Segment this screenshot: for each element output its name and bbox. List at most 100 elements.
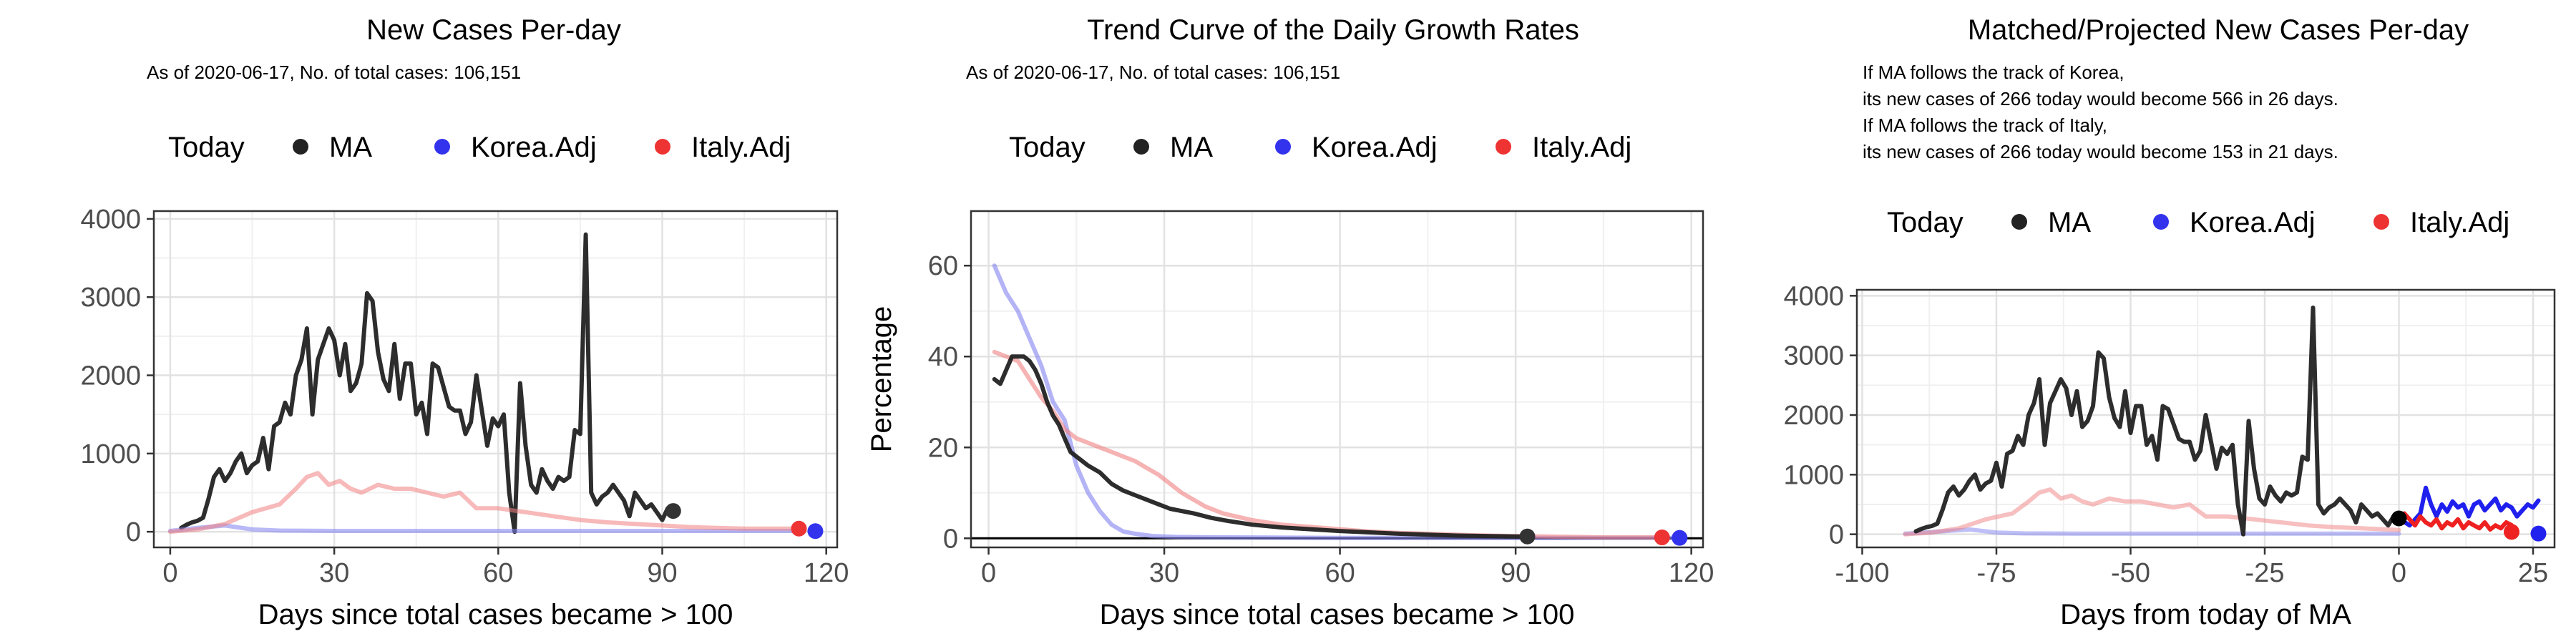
y-tick-label: 0: [126, 517, 141, 547]
series-line-ma: [179, 232, 670, 535]
today-point-italy-adj: [791, 520, 807, 537]
series-line-ma: [1913, 306, 2396, 537]
series-line-korea-adj: [992, 263, 1682, 540]
legend: Today MA Korea.Adj Italy.Adj: [1887, 207, 2509, 238]
legend-key-italy-adj: [655, 139, 670, 155]
x-tick-label: 60: [1324, 558, 1355, 588]
series-line-korea-adj-past-: [1903, 527, 2401, 536]
x-tick-label: 120: [804, 558, 849, 588]
y-tick-label: 40: [928, 342, 958, 372]
series-line-ma: [992, 354, 1530, 539]
chart-title: New Cases Per-day: [366, 14, 621, 46]
subtitle-line-2: its new cases of 266 today would become …: [1863, 88, 2338, 109]
today-point-ma: [1519, 528, 1536, 545]
x-tick-label: 120: [1669, 558, 1714, 588]
y-tick-label: 2000: [1783, 401, 1844, 431]
legend-label: Korea.Adj: [2190, 207, 2316, 238]
chart-title: Matched/Projected New Cases Per-day: [1968, 14, 2469, 46]
today-point-korea-adj: [2530, 525, 2547, 542]
chart-subtitle: As of 2020-06-17, No. of total cases: 10…: [966, 62, 1340, 83]
legend: Today MA Korea.Adj Italy.Adj: [168, 132, 791, 163]
legend-title: Today: [1009, 132, 1085, 163]
legend-label: MA: [329, 132, 372, 163]
chart-title: Trend Curve of the Daily Growth Rates: [1087, 14, 1579, 46]
x-tick-label: -100: [1835, 558, 1889, 588]
legend-label: Korea.Adj: [471, 132, 597, 163]
y-tick-label: 0: [943, 524, 958, 554]
y-tick-label: 0: [1829, 520, 1844, 550]
x-tick-label: -25: [2245, 558, 2285, 588]
plot-area: -100 -75 -50 -25 0 25 0 1000 2000 3000 4000 Days fr…: [1783, 281, 2556, 630]
today-point-ma: [665, 503, 681, 519]
legend-title: Today: [168, 132, 245, 163]
series-line-korea-adj: [167, 523, 807, 533]
legend-key-korea-adj: [434, 139, 450, 155]
legend-title: Today: [1887, 207, 1963, 238]
x-tick-label: 30: [319, 558, 349, 588]
y-tick-label: 20: [928, 433, 958, 463]
series-line-korea-adj-projected-: [2396, 485, 2541, 528]
legend-label: Italy.Adj: [2410, 207, 2509, 238]
legend-label: MA: [2048, 207, 2091, 238]
panel-new-cases: New Cases Per-day As of 2020-06-17, No. …: [80, 14, 849, 630]
chart-subtitle: As of 2020-06-17, No. of total cases: 10…: [147, 62, 521, 83]
y-tick-label: 1000: [80, 439, 141, 469]
plot-area: 0 30 60 90 120 0 20 40 60 Days since total cases …: [866, 210, 1714, 630]
x-axis-label: Days since total cases became > 100: [258, 599, 733, 630]
legend-label: Korea.Adj: [1312, 132, 1438, 163]
plot-border: [1855, 288, 2556, 549]
y-tick-label: 3000: [80, 283, 141, 313]
y-tick-label: 4000: [80, 205, 141, 235]
today-point-korea-adj: [807, 523, 824, 540]
x-tick-label: 25: [2518, 558, 2548, 588]
legend-key-korea-adj: [1275, 139, 1291, 155]
plot-area: 0 30 60 90 120 0 1000 2000 3000 4000 Days since to…: [80, 205, 849, 630]
series-line-italy-adj-past-: [1903, 487, 2401, 537]
today-point-italy-adj: [2504, 524, 2519, 540]
legend-key-ma: [293, 139, 308, 155]
series-line-italy-adj-projected-: [2396, 511, 2514, 532]
panel-projected-cases: Matched/Projected New Cases Per-day If M…: [1783, 14, 2556, 630]
grid: [154, 211, 837, 547]
grid: [971, 211, 1703, 547]
x-tick-label: 60: [483, 558, 513, 588]
y-axis-label: Percentage: [866, 306, 897, 453]
x-tick-label: 90: [1501, 558, 1531, 588]
today-point-korea-adj: [1672, 530, 1688, 546]
subtitle-line-4: its new cases of 266 today would become …: [1863, 141, 2338, 162]
x-tick-label: 0: [981, 558, 996, 588]
x-axis-label: Days since total cases became > 100: [1100, 599, 1575, 630]
legend-key-italy-adj: [2373, 214, 2389, 230]
grid: [1857, 290, 2555, 547]
plot-border: [152, 210, 839, 549]
y-tick-label: 1000: [1783, 460, 1844, 490]
x-tick-label: -50: [2111, 558, 2150, 588]
x-tick-label: 0: [2391, 558, 2406, 588]
x-tick-label: 90: [647, 558, 677, 588]
panel-growth-rates: Trend Curve of the Daily Growth Rates As…: [866, 14, 1714, 630]
legend-key-korea-adj: [2153, 214, 2169, 230]
series-line-italy-adj: [992, 349, 1664, 540]
legend-label: MA: [1170, 132, 1213, 163]
legend-key-ma: [2011, 214, 2027, 230]
x-tick-label: 30: [1149, 558, 1179, 588]
y-tick-label: 3000: [1783, 341, 1844, 371]
today-point-italy-adj: [1654, 530, 1670, 546]
today-point-ma: [2391, 510, 2407, 527]
series-line-italy-adj: [167, 471, 796, 535]
legend-key-italy-adj: [1496, 139, 1511, 155]
legend-label: Italy.Adj: [1532, 132, 1631, 163]
x-axis-label: Days from today of MA: [2060, 599, 2351, 630]
legend: Today MA Korea.Adj Italy.Adj: [1009, 132, 1631, 163]
y-tick-label: 60: [928, 251, 958, 281]
x-tick-label: 0: [162, 558, 177, 588]
subtitle-line-1: If MA follows the track of Korea,: [1863, 62, 2124, 83]
x-tick-label: -75: [1977, 558, 2016, 588]
subtitle-line-3: If MA follows the track of Italy,: [1863, 114, 2107, 136]
plot-border: [970, 210, 1704, 549]
y-tick-label: 4000: [1783, 281, 1844, 311]
legend-label: Italy.Adj: [691, 132, 791, 163]
y-tick-label: 2000: [80, 361, 141, 391]
legend-key-ma: [1133, 139, 1149, 155]
